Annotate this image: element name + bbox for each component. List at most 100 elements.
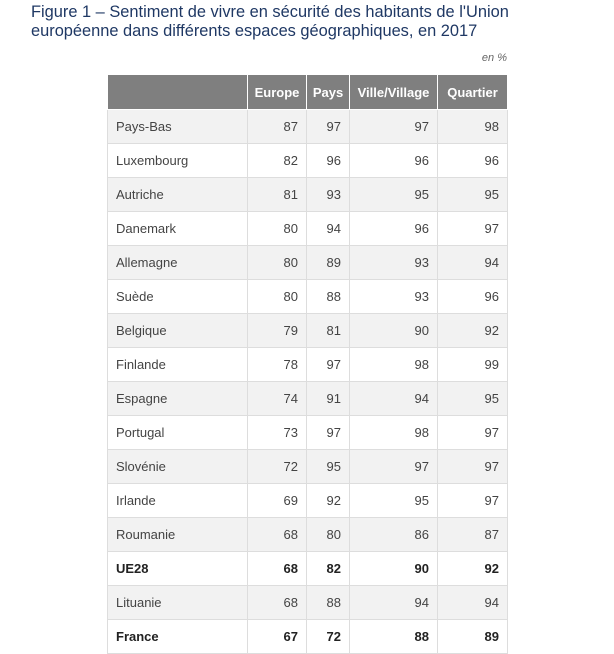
row-label: UE28 <box>107 551 248 586</box>
row-label: Slovénie <box>107 449 248 484</box>
row-label: Portugal <box>107 415 248 450</box>
value-cell: 94 <box>437 585 508 620</box>
table-row: Irlande 69 92 95 97 <box>107 483 508 518</box>
table-row: Finlande 78 97 98 99 <box>107 347 508 382</box>
value-cell: 79 <box>247 313 307 348</box>
value-cell: 72 <box>247 449 307 484</box>
column-header: Europe <box>247 74 307 110</box>
table-body: Pays-Bas 87 97 97 98 Luxembourg 82 96 96 96 Autric… <box>107 109 508 654</box>
value-cell: 80 <box>247 245 307 280</box>
row-label: Belgique <box>107 313 248 348</box>
value-cell: 92 <box>306 483 350 518</box>
value-cell: 94 <box>349 381 438 416</box>
value-cell: 72 <box>306 619 350 654</box>
value-cell: 82 <box>247 143 307 178</box>
value-cell: 95 <box>349 177 438 212</box>
table-row: Roumanie 68 80 86 87 <box>107 517 508 552</box>
value-cell: 94 <box>306 211 350 246</box>
value-cell: 68 <box>247 551 307 586</box>
value-cell: 90 <box>349 313 438 348</box>
value-cell: 97 <box>437 449 508 484</box>
value-cell: 88 <box>306 279 350 314</box>
row-label: France <box>107 619 248 654</box>
value-cell: 92 <box>437 551 508 586</box>
value-cell: 96 <box>437 279 508 314</box>
value-cell: 89 <box>437 619 508 654</box>
value-cell: 68 <box>247 517 307 552</box>
value-cell: 98 <box>437 109 508 144</box>
header-row: Europe Pays Ville/Village Quartier <box>107 74 508 110</box>
value-cell: 95 <box>437 177 508 212</box>
table-row: Portugal 73 97 98 97 <box>107 415 508 450</box>
table-row: Danemark 80 94 96 97 <box>107 211 508 246</box>
column-header-country <box>107 74 248 110</box>
table-row: Espagne 74 91 94 95 <box>107 381 508 416</box>
table-row: UE28 68 82 90 92 <box>107 551 508 586</box>
value-cell: 97 <box>349 109 438 144</box>
value-cell: 96 <box>349 211 438 246</box>
row-label: Roumanie <box>107 517 248 552</box>
value-cell: 91 <box>306 381 350 416</box>
value-cell: 96 <box>306 143 350 178</box>
value-cell: 97 <box>306 109 350 144</box>
value-cell: 90 <box>349 551 438 586</box>
column-header: Quartier <box>437 74 508 110</box>
table-row: France 67 72 88 89 <box>107 619 508 654</box>
table-row: Luxembourg 82 96 96 96 <box>107 143 508 178</box>
value-cell: 82 <box>306 551 350 586</box>
value-cell: 97 <box>306 415 350 450</box>
row-label: Lituanie <box>107 585 248 620</box>
value-cell: 74 <box>247 381 307 416</box>
row-label: Luxembourg <box>107 143 248 178</box>
value-cell: 93 <box>349 245 438 280</box>
row-label: Suède <box>107 279 248 314</box>
value-cell: 97 <box>306 347 350 382</box>
column-header: Pays <box>306 74 350 110</box>
value-cell: 95 <box>349 483 438 518</box>
value-cell: 93 <box>349 279 438 314</box>
value-cell: 99 <box>437 347 508 382</box>
table-row: Suède 80 88 93 96 <box>107 279 508 314</box>
value-cell: 98 <box>349 347 438 382</box>
unit-label: en % <box>481 52 507 64</box>
value-cell: 96 <box>437 143 508 178</box>
value-cell: 73 <box>247 415 307 450</box>
value-cell: 87 <box>437 517 508 552</box>
value-cell: 68 <box>247 585 307 620</box>
table-row: Slovénie 72 95 97 97 <box>107 449 508 484</box>
row-label: Irlande <box>107 483 248 518</box>
value-cell: 97 <box>437 211 508 246</box>
figure-title: Figure 1 – Sentiment de vivre en sécurit… <box>31 3 509 40</box>
value-cell: 69 <box>247 483 307 518</box>
value-cell: 97 <box>349 449 438 484</box>
value-cell: 94 <box>349 585 438 620</box>
value-cell: 87 <box>247 109 307 144</box>
value-cell: 89 <box>306 245 350 280</box>
value-cell: 98 <box>349 415 438 450</box>
value-cell: 97 <box>437 483 508 518</box>
value-cell: 86 <box>349 517 438 552</box>
value-cell: 96 <box>349 143 438 178</box>
value-cell: 94 <box>437 245 508 280</box>
value-cell: 95 <box>437 381 508 416</box>
value-cell: 81 <box>247 177 307 212</box>
value-cell: 88 <box>349 619 438 654</box>
value-cell: 67 <box>247 619 307 654</box>
value-cell: 97 <box>437 415 508 450</box>
value-cell: 81 <box>306 313 350 348</box>
column-header: Ville/Village <box>349 74 438 110</box>
value-cell: 95 <box>306 449 350 484</box>
row-label: Pays-Bas <box>107 109 248 144</box>
table-row: Lituanie 68 88 94 94 <box>107 585 508 620</box>
value-cell: 93 <box>306 177 350 212</box>
row-label: Autriche <box>107 177 248 212</box>
row-label: Finlande <box>107 347 248 382</box>
data-table: Europe Pays Ville/Village Quartier Pays-Bas… <box>107 74 508 654</box>
table-header: Europe Pays Ville/Village Quartier <box>107 74 508 110</box>
row-label: Espagne <box>107 381 248 416</box>
value-cell: 88 <box>306 585 350 620</box>
table-row: Belgique 79 81 90 92 <box>107 313 508 348</box>
value-cell: 78 <box>247 347 307 382</box>
row-label: Danemark <box>107 211 248 246</box>
table-row: Pays-Bas 87 97 97 98 <box>107 109 508 144</box>
